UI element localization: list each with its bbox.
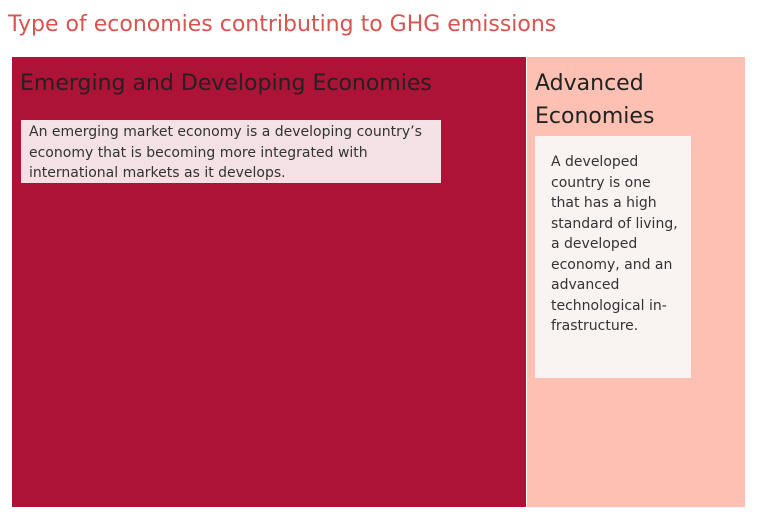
annotation-advanced: A developed country is one that has a hi… xyxy=(535,136,691,378)
tile-label-advanced: Advanced Economies xyxy=(535,71,655,129)
tile-label-emerging: Emerging and Developing Economies xyxy=(20,71,432,96)
tile-emerging-economies[interactable]: Emerging and Developing Economies An eme… xyxy=(12,57,526,507)
annotation-emerging: An emerging market economy is a developi… xyxy=(21,120,441,183)
chart-title: Type of economies contributing to GHG em… xyxy=(8,12,557,37)
tile-advanced-economies[interactable]: Advanced Economies A developed country i… xyxy=(527,57,745,507)
treemap: Emerging and Developing Economies An eme… xyxy=(12,57,745,507)
